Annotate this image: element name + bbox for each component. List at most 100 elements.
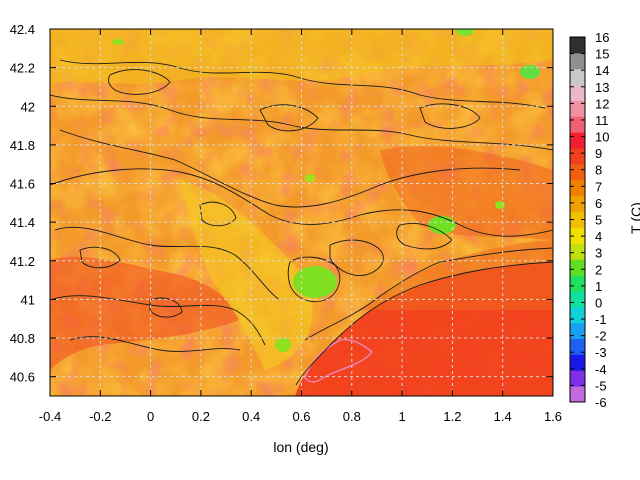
region-highlands-north [50, 29, 553, 85]
contour-line [54, 226, 281, 301]
green-spot-7 [112, 39, 124, 45]
colorbar-segment [570, 195, 585, 213]
colorbar-segment [570, 306, 585, 324]
region-left-warm [50, 256, 240, 370]
colorbar-tick-label: 8 [595, 163, 602, 178]
x-tick-label: 0.6 [292, 409, 310, 424]
green-spot-2 [428, 216, 456, 234]
y-axis: 40.6 40.8 41 41.2 41.4 41.6 41.8 42 42.2 42.4 [10, 22, 553, 385]
colorbar-segment [570, 322, 585, 340]
colorbar-tick-label: 11 [595, 113, 609, 128]
contour-line [295, 261, 553, 386]
colorbar-tick-label: 9 [595, 146, 602, 161]
colorbar-segment [570, 37, 585, 54]
contour-line [69, 336, 241, 352]
contour-lines [50, 59, 553, 386]
y-tick-label: 41.6 [10, 177, 35, 192]
x-tick-label: 1.2 [443, 409, 461, 424]
colorbar-tick-label: 12 [595, 96, 609, 111]
colorbar-segment [570, 132, 585, 149]
colorbar-tick-label: 3 [595, 246, 602, 261]
colorbar-segment [570, 354, 585, 371]
colorbar-tick-label: 6 [595, 196, 602, 211]
x-tick-label: 0.2 [192, 409, 210, 424]
colorbar-tick-label: 15 [595, 47, 609, 62]
colorbar-segment [570, 52, 585, 70]
colorbar-tick-label: 13 [595, 80, 609, 95]
colorbar-segment [570, 116, 585, 133]
colorbar-segment [570, 259, 585, 276]
y-tick-label: 41 [21, 292, 35, 307]
colorbar-segment [570, 148, 585, 165]
y-tick-label: 41.8 [10, 138, 35, 153]
colorbar-tick-label: -3 [595, 345, 607, 360]
contour-line [50, 168, 553, 237]
x-tick-label: 1.6 [544, 409, 562, 424]
colorbar-segment [570, 179, 585, 197]
contour-line [59, 129, 521, 208]
y-tick-label: 41.4 [10, 215, 35, 230]
green-spot-6 [305, 174, 315, 182]
colorbar-segment [570, 163, 585, 181]
colorbar-tick-label: -1 [595, 312, 607, 327]
colorbar-segment [570, 211, 585, 228]
colorbar-tick-label: 7 [595, 179, 602, 194]
green-spot-4 [520, 65, 540, 79]
colorbar-tick-label: -5 [595, 378, 607, 393]
colorbar-segment [570, 227, 585, 244]
y-tick-label: 42 [21, 99, 35, 114]
colorbar-label: T (C) [628, 202, 640, 234]
y-tick-label: 40.8 [10, 331, 35, 346]
colorbar-tick-label: -6 [595, 395, 607, 410]
contour-line [50, 94, 553, 151]
y-tick-label: 40.6 [10, 370, 35, 385]
contour-line [259, 104, 319, 132]
colorbar-tick-label: -2 [595, 329, 607, 344]
colorbar-tick-label: 14 [595, 63, 609, 78]
colorbar-tick-label: 4 [595, 229, 602, 244]
contour-line [149, 297, 183, 318]
colorbar-segment [570, 84, 585, 101]
heatmap-field [50, 29, 553, 396]
x-tick-label: 1 [398, 409, 405, 424]
green-spot-1 [293, 266, 337, 298]
x-tick-label: -0.4 [39, 409, 61, 424]
x-tick-label: -0.2 [89, 409, 111, 424]
x-tick-label: 0.4 [242, 409, 260, 424]
colorbar-segment [570, 338, 585, 355]
contour-line [50, 295, 266, 346]
colorbar-segment [570, 100, 585, 117]
colorbar-segment [570, 370, 585, 387]
y-tick-label: 42.2 [10, 61, 35, 76]
colorbar-tick-label: 2 [595, 262, 602, 277]
grid-lines [50, 29, 553, 396]
contour-line [107, 69, 171, 95]
y-tick-label: 41.2 [10, 254, 35, 269]
colorbar-tick-label: -4 [595, 362, 607, 377]
colorbar-tick-label: 1 [595, 279, 602, 294]
x-tick-label: 1.4 [494, 409, 512, 424]
contour-line [329, 239, 384, 276]
contour-line [287, 256, 341, 303]
colorbar-tick-label: 16 [595, 30, 609, 45]
y-tick-label: 42.4 [10, 22, 35, 37]
contour-line [419, 103, 481, 129]
colorbar-tick-label: 0 [595, 295, 602, 310]
contour-line [396, 223, 453, 250]
contour-line [304, 247, 553, 341]
x-tick-label: 0.8 [343, 409, 361, 424]
colorbar-segment [570, 68, 585, 86]
contour-line [79, 246, 121, 269]
contour-line [59, 59, 546, 109]
x-tick-label: 0 [147, 409, 154, 424]
x-axis-label: lon (deg) [273, 439, 328, 455]
green-spot-3 [275, 338, 291, 352]
colorbar-tick-label: 10 [595, 130, 609, 145]
colorbar-tick-label: 5 [595, 213, 602, 228]
x-axis: -0.4 -0.2 0 0.2 0.4 0.6 0.8 1 1.2 1.4 1.6 [39, 29, 562, 424]
colorbar-segment [570, 290, 585, 308]
colorbar-segment [570, 243, 585, 260]
green-spot-5 [456, 29, 474, 36]
